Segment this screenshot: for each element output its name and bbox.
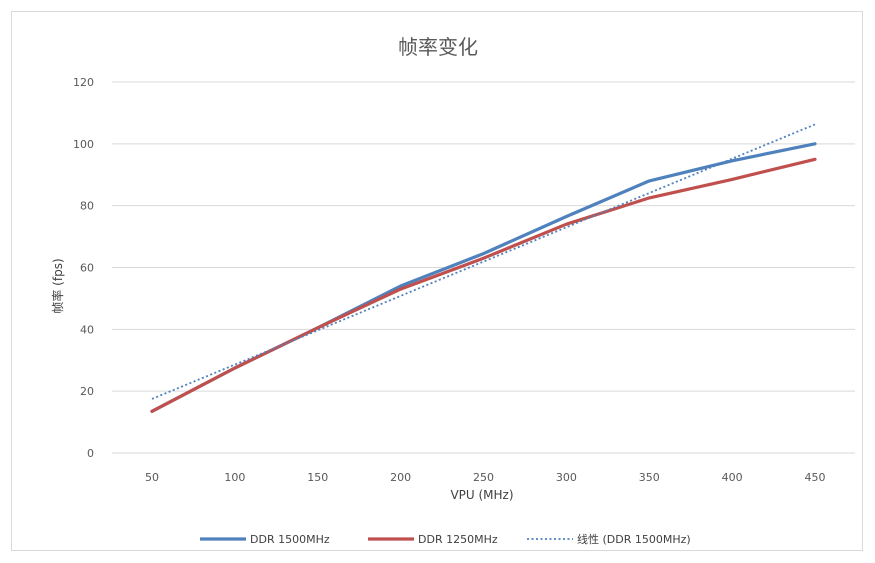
x-tick-label: 100 <box>224 471 245 484</box>
line-chart: 帧率变化 0 20 40 60 80 100 120 50 100 150 200 250 300 35… <box>50 35 855 546</box>
x-tick-label: 50 <box>145 471 159 484</box>
y-axis-ticks: 0 20 40 60 80 100 120 <box>73 76 94 460</box>
y-tick-label: 60 <box>80 262 94 275</box>
y-tick-label: 0 <box>87 447 94 460</box>
x-tick-label: 400 <box>722 471 743 484</box>
legend: DDR 1500MHz DDR 1250MHz 线性 (DDR 1500MHz) <box>200 532 691 546</box>
x-tick-label: 200 <box>390 471 411 484</box>
y-tick-label: 120 <box>73 76 94 89</box>
y-tick-label: 80 <box>80 200 94 213</box>
legend-label-1: DDR 1500MHz <box>250 533 330 546</box>
x-tick-label: 300 <box>556 471 577 484</box>
chart-title: 帧率变化 <box>398 35 478 59</box>
x-tick-label: 150 <box>307 471 328 484</box>
x-tick-label: 350 <box>639 471 660 484</box>
x-tick-label: 250 <box>473 471 494 484</box>
series-line-2 <box>150 157 817 413</box>
y-tick-label: 100 <box>73 138 94 151</box>
y-tick-label: 20 <box>80 385 94 398</box>
y-tick-label: 40 <box>80 323 94 336</box>
legend-label-2: DDR 1250MHz <box>418 533 498 546</box>
x-axis-ticks: 50 100 150 200 250 300 350 400 450 <box>145 471 826 484</box>
legend-label-3: 线性 (DDR 1500MHz) <box>577 532 691 546</box>
y-axis-title: 帧率 (fps) <box>50 258 65 313</box>
x-axis-title: VPU (MHz) <box>450 488 513 502</box>
series-lines <box>150 123 817 413</box>
gridlines <box>112 81 855 454</box>
chart-frame: 帧率变化 0 20 40 60 80 100 120 50 100 150 200 250 300 35… <box>11 11 863 551</box>
x-tick-label: 450 <box>805 471 826 484</box>
